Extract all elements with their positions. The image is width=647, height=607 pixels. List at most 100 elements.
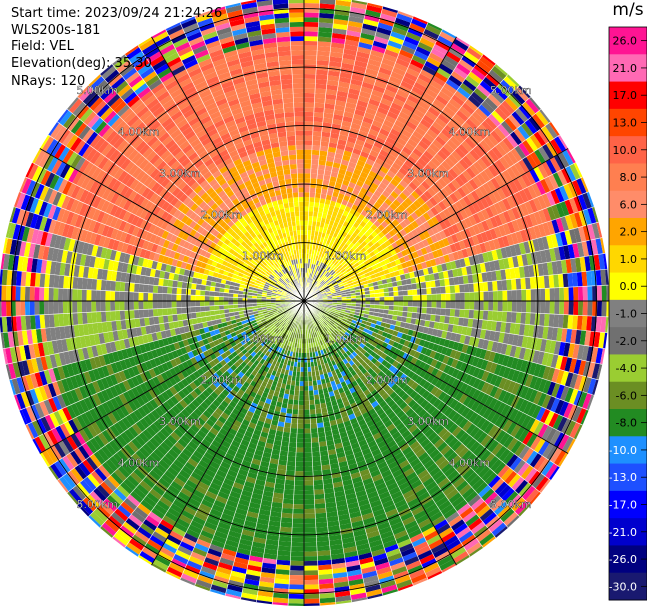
ray-separator bbox=[303, 300, 471, 557]
velocity-gate bbox=[341, 301, 347, 304]
velocity-gate bbox=[422, 65, 437, 76]
velocity-gate bbox=[601, 285, 607, 301]
velocity-gate bbox=[579, 256, 587, 272]
velocity-gate bbox=[426, 209, 435, 219]
velocity-gate bbox=[356, 298, 361, 301]
velocity-gate bbox=[337, 326, 343, 331]
velocity-gate bbox=[312, 312, 316, 317]
velocity-gate bbox=[542, 222, 551, 237]
velocity-gate bbox=[388, 221, 396, 230]
velocity-gate bbox=[458, 317, 464, 327]
velocity-gate bbox=[458, 530, 474, 543]
velocity-gate bbox=[454, 350, 462, 361]
velocity-gate bbox=[382, 431, 392, 441]
velocity-gate bbox=[569, 373, 579, 389]
velocity-gate bbox=[336, 307, 341, 311]
velocity-gate bbox=[474, 462, 487, 475]
velocity-gate bbox=[333, 323, 339, 328]
velocity-gate bbox=[419, 118, 432, 129]
velocity-gate bbox=[317, 261, 322, 267]
velocity-gate bbox=[347, 20, 363, 28]
velocity-gate bbox=[342, 255, 348, 261]
velocity-gate bbox=[352, 188, 360, 196]
velocity-gate bbox=[386, 153, 397, 163]
velocity-gate bbox=[385, 44, 401, 54]
velocity-gate bbox=[521, 289, 527, 301]
velocity-gate bbox=[399, 274, 406, 281]
velocity-gate bbox=[572, 343, 580, 359]
velocity-gate bbox=[391, 375, 400, 384]
velocity-gate bbox=[564, 387, 574, 403]
velocity-gate bbox=[316, 325, 321, 331]
velocity-gate bbox=[373, 285, 379, 290]
velocity-gate bbox=[435, 135, 447, 147]
velocity-gate bbox=[454, 499, 468, 512]
velocity-gate bbox=[445, 285, 451, 294]
velocity-gate bbox=[304, 121, 314, 127]
velocity-gate bbox=[493, 331, 501, 343]
velocity-gate bbox=[332, 567, 347, 574]
velocity-gate bbox=[401, 146, 413, 156]
velocity-gate bbox=[369, 304, 375, 309]
velocity-gate bbox=[363, 575, 379, 584]
velocity-gate bbox=[326, 308, 331, 312]
velocity-gate bbox=[492, 301, 498, 312]
velocity-gate bbox=[314, 275, 319, 281]
velocity-gate bbox=[351, 476, 363, 484]
velocity-gate bbox=[401, 392, 410, 402]
velocity-gate bbox=[457, 446, 470, 459]
velocity-gate bbox=[412, 306, 418, 313]
velocity-gate bbox=[321, 126, 332, 133]
velocity-gate bbox=[279, 450, 289, 457]
velocity-gate bbox=[327, 525, 341, 532]
ray-separator bbox=[303, 252, 606, 302]
velocity-gate bbox=[356, 301, 361, 304]
velocity-gate bbox=[395, 275, 402, 282]
velocity-gate bbox=[344, 44, 359, 52]
velocity-gate bbox=[405, 206, 415, 215]
velocity-gate bbox=[330, 309, 336, 313]
velocity-gate bbox=[549, 287, 555, 301]
velocity-gate bbox=[474, 402, 485, 415]
velocity-gate bbox=[537, 351, 545, 365]
velocity-gate bbox=[337, 456, 347, 463]
velocity-gate bbox=[411, 505, 425, 516]
velocity-gate bbox=[339, 330, 345, 336]
velocity-gate bbox=[514, 500, 529, 516]
velocity-gate bbox=[366, 103, 379, 112]
velocity-gate bbox=[315, 276, 320, 282]
velocity-gate bbox=[335, 148, 345, 155]
velocity-gate bbox=[304, 206, 309, 212]
velocity-gate bbox=[395, 223, 404, 232]
velocity-gate bbox=[314, 309, 319, 314]
velocity-gate bbox=[310, 323, 313, 329]
velocity-gate bbox=[371, 548, 386, 557]
velocity-gate bbox=[339, 203, 347, 211]
velocity-gate bbox=[539, 313, 545, 327]
velocity-gate bbox=[582, 286, 588, 301]
velocity-gate bbox=[490, 130, 503, 144]
velocity-gate bbox=[466, 542, 482, 555]
velocity-gate bbox=[304, 107, 315, 113]
velocity-gate bbox=[554, 287, 560, 301]
velocity-gate bbox=[375, 31, 391, 41]
velocity-gate bbox=[549, 447, 563, 464]
velocity-gate bbox=[338, 518, 352, 526]
velocity-gate bbox=[346, 97, 358, 105]
velocity-gate bbox=[350, 592, 367, 600]
velocity-gate bbox=[461, 140, 473, 153]
velocity-gate bbox=[307, 225, 312, 231]
velocity-gate bbox=[285, 413, 293, 419]
velocity-gate bbox=[356, 494, 369, 502]
velocity-gate bbox=[469, 292, 475, 301]
velocity-gate bbox=[551, 204, 561, 220]
velocity-gate bbox=[554, 301, 560, 315]
velocity-gate bbox=[332, 247, 338, 254]
ray-separator bbox=[303, 300, 353, 603]
velocity-gate bbox=[374, 289, 380, 294]
velocity-gate bbox=[434, 314, 441, 323]
velocity-gate bbox=[445, 51, 462, 63]
velocity-gate bbox=[448, 340, 455, 350]
velocity-gate bbox=[454, 415, 465, 426]
velocity-gate bbox=[318, 285, 323, 290]
